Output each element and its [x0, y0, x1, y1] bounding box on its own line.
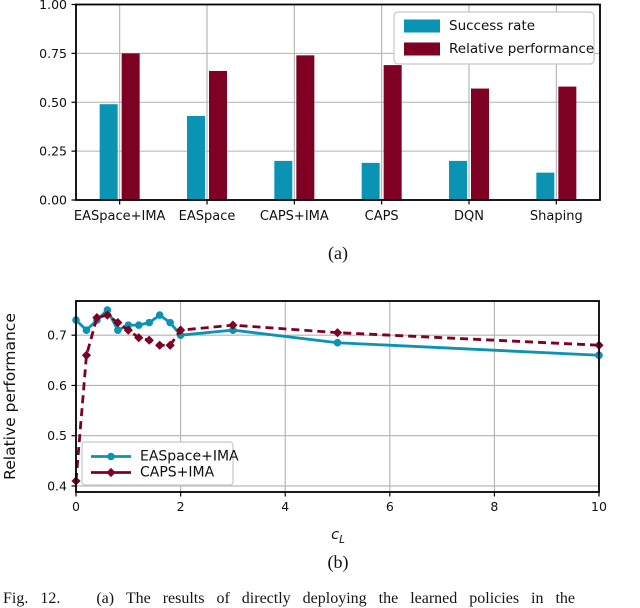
- marker: [82, 326, 91, 334]
- axis-ticks-a: [71, 3, 557, 205]
- line-chart-panel-b: 0.4 0.5 0.6 0.7 0 2 4 6 8 10 Relative performance E…: [1, 300, 607, 514]
- y-tick-labels-b: 0.4 0.5 0.6 0.7: [47, 328, 67, 494]
- marker: [332, 328, 343, 338]
- axis-ticks-b: [71, 334, 600, 497]
- marker: [144, 335, 154, 345]
- svg-text:EASpace+IMA: EASpace+IMA: [74, 209, 166, 224]
- bar: [274, 160, 293, 200]
- x-tick-labels-b: 0 2 4 6 8 10: [72, 499, 607, 514]
- marker: [333, 338, 342, 347]
- marker: [229, 326, 237, 334]
- bars-success-rate: [99, 104, 555, 200]
- bar: [121, 53, 140, 200]
- svg-text:0.00: 0.00: [39, 193, 67, 208]
- legend-swatch: [404, 19, 440, 33]
- legend-a: Success rate Relative performance: [393, 11, 595, 65]
- legend-label: Relative performance: [449, 41, 594, 57]
- svg-text:0.5: 0.5: [47, 428, 67, 443]
- bar: [296, 55, 315, 200]
- svg-text:8: 8: [490, 499, 498, 514]
- bar: [471, 88, 489, 200]
- plot-grid-a: [76, 4, 600, 200]
- y-axis-label-b: Relative performance: [1, 313, 19, 480]
- bar: [536, 172, 555, 200]
- legend-swatch: [404, 42, 440, 56]
- bar: [209, 70, 227, 200]
- y-tick-labels-a: 0.00 0.25 0.50 0.75 1.00: [39, 0, 67, 208]
- svg-text:6: 6: [386, 499, 394, 514]
- svg-text:0: 0: [72, 499, 80, 514]
- bar-chart-panel-a: 0.00 0.25 0.50 0.75 1.00 EASpace+IMA EASpace CA…: [39, 0, 601, 224]
- marker: [113, 318, 123, 328]
- bar: [449, 160, 467, 200]
- x-axis-label-cl: cL: [331, 527, 345, 546]
- bar: [99, 104, 118, 200]
- svg-text:0.50: 0.50: [39, 95, 67, 110]
- legend-label: Success rate: [449, 18, 535, 34]
- svg-text:0.7: 0.7: [47, 328, 67, 343]
- svg-text:2: 2: [177, 499, 185, 514]
- marker: [166, 318, 174, 327]
- bar: [361, 162, 380, 200]
- marker: [114, 326, 122, 334]
- svg-text:CAPS+IMA: CAPS+IMA: [260, 209, 329, 224]
- svg-text:EASpace: EASpace: [179, 209, 236, 224]
- bar: [558, 86, 577, 200]
- panel-a-label: (a): [328, 243, 348, 263]
- marker: [155, 340, 165, 350]
- marker: [124, 321, 133, 329]
- legend-label: EASpace+IMA: [140, 449, 239, 465]
- bar: [187, 115, 205, 200]
- bars-relative-performance: [121, 53, 577, 200]
- category-labels-a: EASpace+IMA EASpace CAPS+IMA CAPS DQN Shaping: [74, 209, 583, 224]
- svg-text:DQN: DQN: [454, 209, 484, 224]
- svg-text:0.4: 0.4: [47, 478, 67, 493]
- plot-grid-b: [76, 301, 599, 492]
- legend-label: CAPS+IMA: [140, 465, 215, 481]
- svg-text:CAPS: CAPS: [365, 209, 399, 224]
- bar: [383, 65, 402, 200]
- marker: [103, 306, 112, 314]
- svg-text:0.6: 0.6: [47, 378, 67, 393]
- svg-text:4: 4: [281, 499, 289, 514]
- panel-b-label: (b): [327, 552, 349, 572]
- svg-text:10: 10: [591, 499, 607, 514]
- svg-text:Shaping: Shaping: [530, 209, 583, 224]
- marker: [134, 321, 143, 329]
- marker: [145, 318, 154, 327]
- svg-text:1.00: 1.00: [39, 0, 67, 12]
- figure-caption: Fig. 12. (a) The results of directly dep…: [3, 590, 576, 607]
- svg-text:0.25: 0.25: [39, 144, 67, 159]
- plot-border-b: [75, 300, 600, 493]
- marker: [155, 311, 164, 319]
- svg-text:0.75: 0.75: [39, 46, 67, 61]
- marker: [81, 350, 92, 360]
